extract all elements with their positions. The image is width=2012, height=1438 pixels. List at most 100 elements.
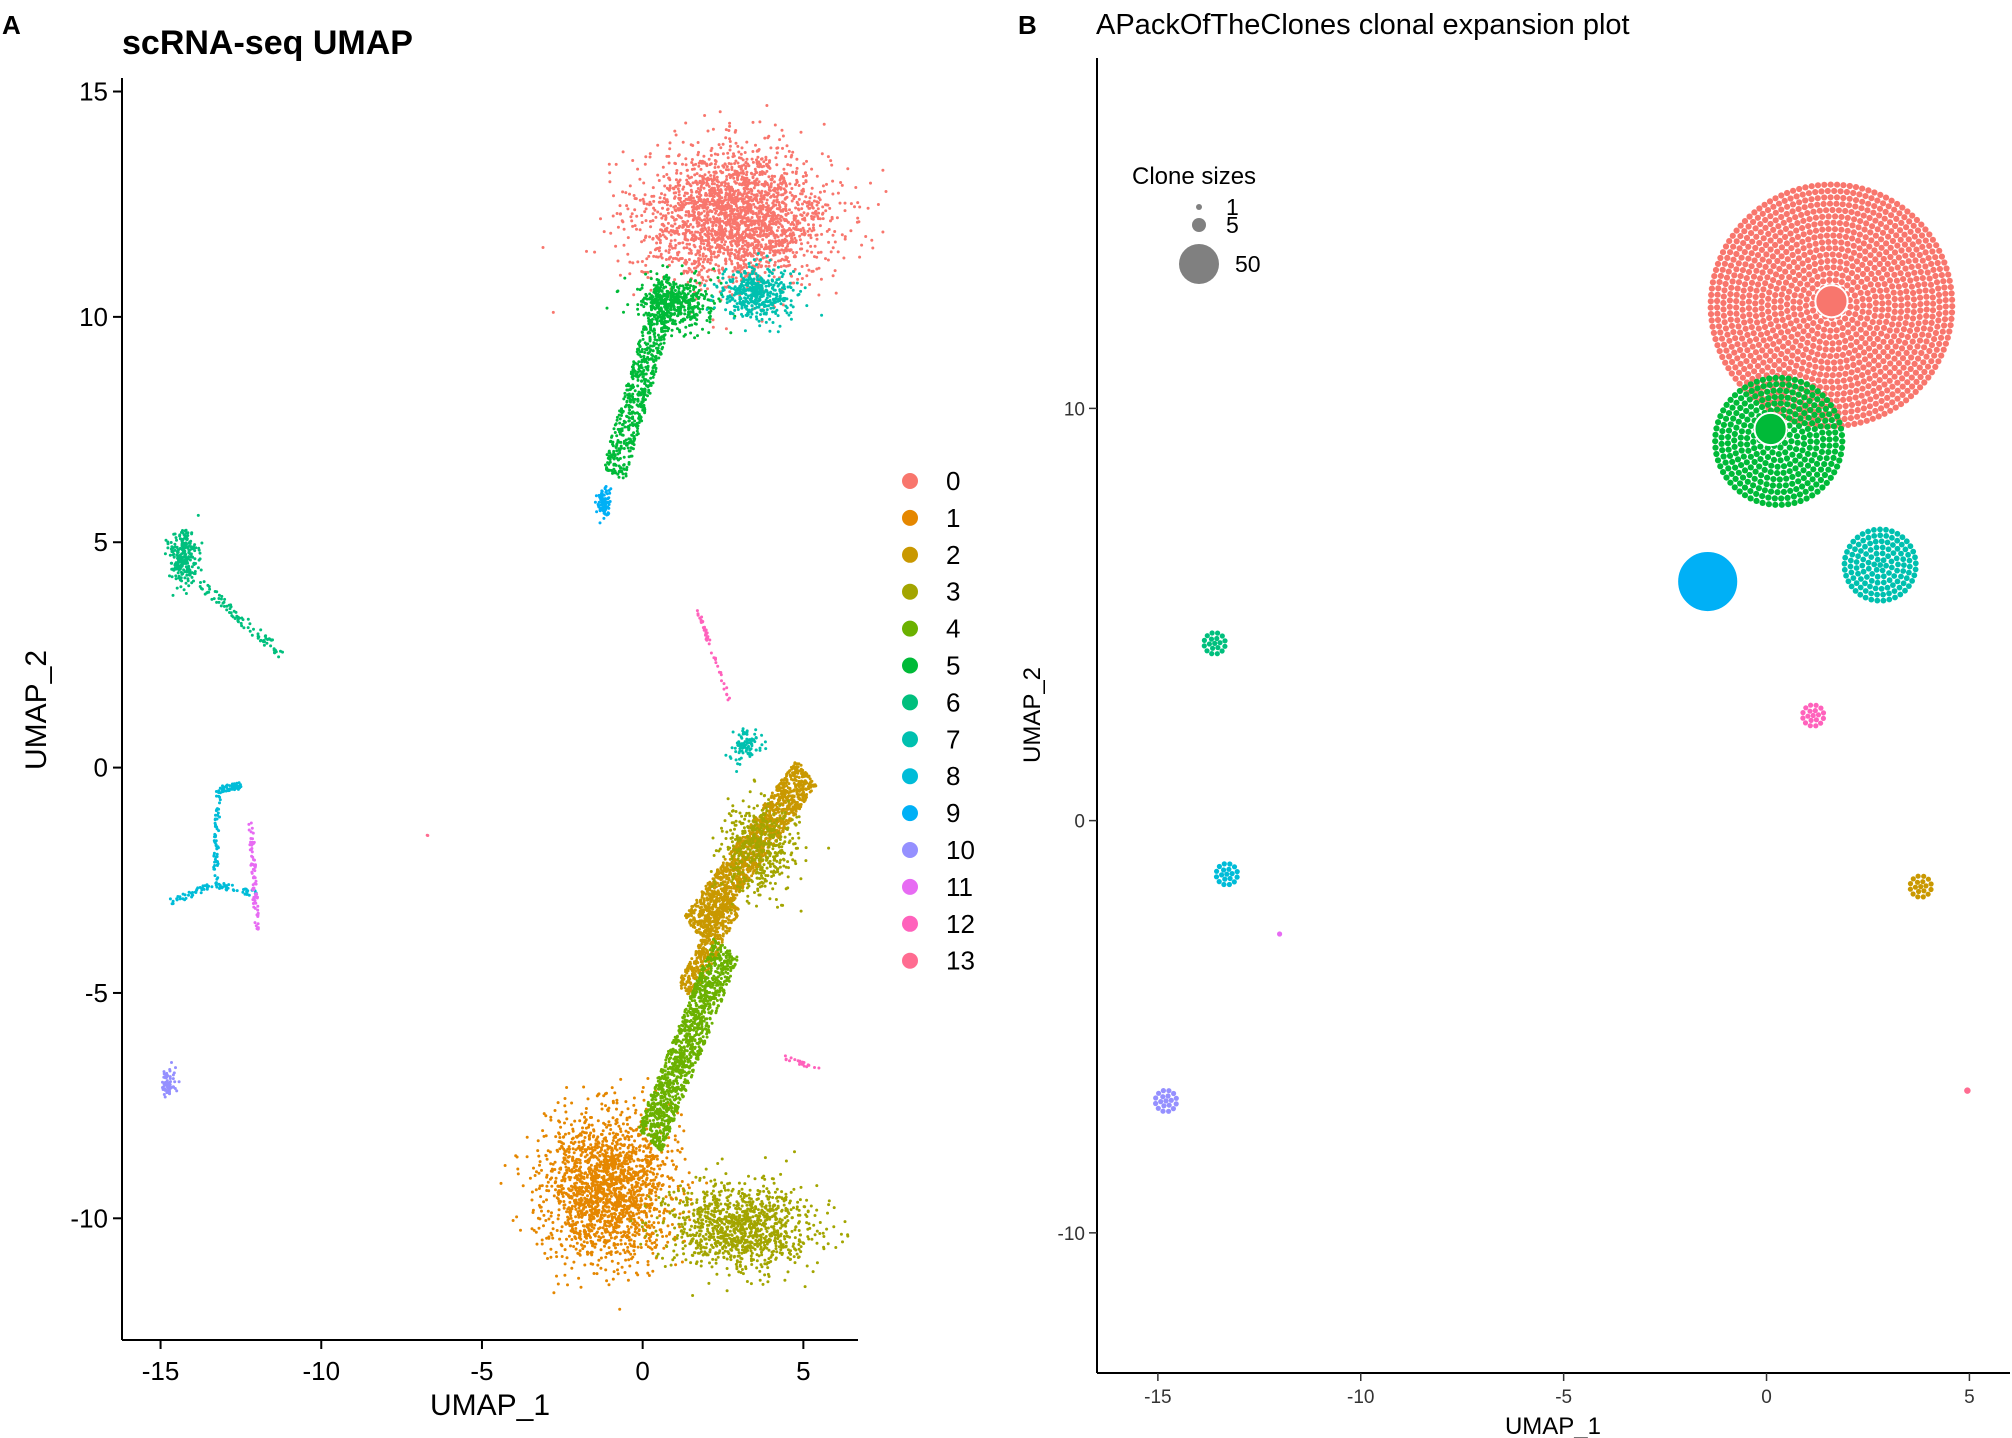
cell-point (551, 1236, 555, 1240)
cell-point (570, 1238, 574, 1241)
cell-point (765, 208, 768, 212)
cell-point (619, 1197, 623, 1201)
cell-point (578, 1161, 582, 1165)
cell-point (538, 1205, 542, 1209)
cell-point (769, 182, 773, 186)
cell-point (724, 128, 728, 132)
cell-point (667, 154, 671, 158)
cell-point (749, 188, 753, 192)
cell-point (589, 1116, 592, 1119)
cell-point (711, 318, 715, 322)
cell-point (733, 253, 736, 256)
cell-point (755, 206, 759, 210)
cell-point (546, 1180, 550, 1184)
cell-point (626, 1145, 630, 1149)
cell-point (806, 241, 810, 245)
cell-point (602, 1160, 606, 1164)
cell-point (787, 248, 791, 252)
cell-point (599, 217, 602, 221)
cell-point (719, 146, 723, 150)
cell-point (716, 204, 720, 208)
cell-point (815, 237, 819, 241)
cell-point (690, 175, 693, 179)
cell-point (825, 182, 828, 186)
cell-point (611, 1277, 615, 1281)
cell-point (558, 1136, 562, 1139)
cell-point (614, 1177, 618, 1181)
cell-point (549, 1247, 553, 1251)
cell-point (651, 212, 655, 216)
cell-point (643, 162, 647, 166)
cell-point (607, 1224, 611, 1228)
cell-point (577, 1140, 581, 1144)
cell-point (681, 241, 685, 245)
cell-point (817, 196, 821, 200)
cell-point (680, 205, 684, 209)
cell-point (717, 254, 720, 257)
cell-point (514, 1154, 518, 1158)
cell-point (571, 1219, 575, 1223)
cell-point (600, 1231, 604, 1235)
cell-point (800, 242, 803, 246)
cell-point (821, 211, 825, 215)
cell-point (729, 162, 733, 166)
cell-point (799, 192, 803, 196)
cell-point (759, 231, 762, 235)
cell-point (609, 1194, 613, 1198)
cell-point (570, 1266, 574, 1270)
cell-point (782, 167, 786, 171)
cell-point (752, 236, 756, 240)
cell-point (604, 1220, 608, 1224)
cell-point (769, 226, 773, 230)
cell-point (775, 163, 779, 167)
cell-point (656, 143, 660, 147)
cell-point (626, 1169, 630, 1173)
cell-point (786, 163, 790, 167)
cell-point (655, 1187, 659, 1191)
cell-point (720, 244, 723, 248)
cell-point (712, 195, 716, 198)
cell-point (798, 234, 802, 238)
cell-point (605, 1139, 609, 1143)
cell-point (573, 1205, 577, 1208)
cell-point (771, 239, 774, 243)
cell-point (720, 196, 724, 200)
cell-point (599, 1256, 603, 1260)
cell-point (729, 890, 733, 893)
cell-point (778, 205, 782, 209)
cell-point (572, 1151, 576, 1155)
cell-point (761, 170, 765, 174)
cell-point (794, 214, 798, 218)
cell-point (711, 223, 715, 227)
cell-point (758, 191, 762, 195)
cell-point (601, 1205, 605, 1209)
cell-point (770, 214, 774, 218)
cell-point (725, 235, 729, 239)
cell-point (765, 260, 769, 264)
cell-point (661, 1235, 665, 1238)
cell-point (563, 1104, 567, 1108)
cell-point (707, 157, 711, 161)
cell-point (661, 165, 665, 169)
cell-point (681, 162, 684, 166)
cell-point (794, 194, 798, 198)
cell-point (729, 227, 733, 231)
cell-point (616, 1165, 620, 1169)
cell-point (668, 178, 672, 182)
cell-point (598, 1226, 602, 1230)
cell-point (586, 1194, 589, 1198)
cell-point (634, 1147, 638, 1150)
cell-point (565, 1237, 568, 1241)
cell-point (629, 1210, 633, 1214)
cell-point (794, 225, 798, 229)
cell-point (567, 1145, 571, 1149)
cell-point (765, 201, 769, 205)
cell-point (574, 1188, 578, 1192)
cell-point (747, 190, 751, 194)
cell-point (624, 191, 628, 195)
cell-point (726, 156, 730, 160)
cell-point (662, 1246, 666, 1250)
cell-point (849, 202, 853, 206)
cell-point (645, 1215, 649, 1219)
